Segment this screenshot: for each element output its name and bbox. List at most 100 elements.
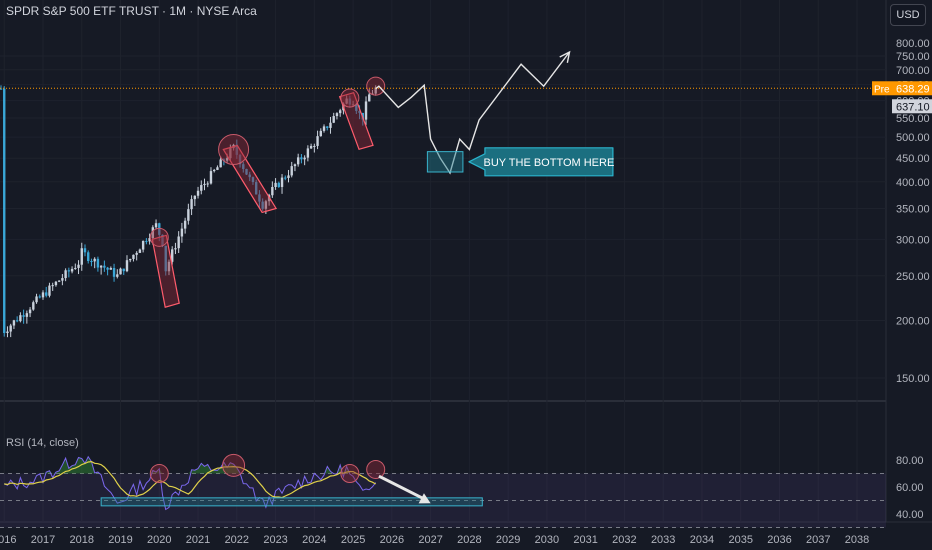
candle-body (122, 268, 125, 272)
candle-body (57, 280, 61, 282)
candle-body (35, 296, 38, 303)
time-tick-label: 2035 (728, 534, 752, 546)
currency-selector[interactable]: USD (890, 4, 926, 26)
candle-body (96, 258, 100, 268)
candle-body (22, 315, 25, 317)
rsi-support-box (100, 497, 483, 507)
candle-body (193, 195, 197, 200)
candle-body (238, 154, 242, 165)
top-marker-3 (340, 88, 360, 108)
time-tick-label: 2024 (302, 534, 326, 546)
candle-body (235, 144, 239, 155)
last-price-value: 637.10 (896, 101, 930, 113)
candle-body (158, 223, 161, 235)
symbol-title: SPDR S&P 500 ETF TRUST · 1M · NYSE Arca (6, 4, 257, 18)
candle-body (74, 267, 77, 269)
candle-body (206, 183, 209, 185)
time-tick-label: 2025 (341, 534, 365, 546)
candle-body (138, 249, 142, 253)
candle-body (132, 254, 135, 259)
candle-body (225, 158, 229, 161)
time-tick-label: 2032 (612, 534, 636, 546)
rsi-top-marker-2 (222, 453, 246, 477)
candle-body (345, 98, 348, 104)
candle-body (64, 270, 67, 279)
candle-body (3, 88, 6, 334)
rsi-tick-label: 60.00 (896, 482, 924, 494)
pre-badge-label: Pre (874, 84, 890, 95)
candle-body (19, 315, 22, 322)
candle-body (277, 182, 281, 187)
candle-body (329, 122, 332, 128)
pre-price-badge (892, 81, 932, 96)
candle-body (125, 260, 129, 272)
candle-body (248, 174, 251, 178)
candle-body (0, 88, 3, 90)
candle-body (151, 227, 155, 239)
rsi-tick-label: 40.00 (896, 509, 924, 521)
time-tick-label: 2033 (651, 534, 675, 546)
candle-body (306, 148, 310, 158)
candle-body (309, 145, 313, 149)
candle-body (229, 148, 232, 159)
correction-zone-1 (151, 234, 180, 308)
candle-body (303, 157, 306, 160)
correction-zone-2 (222, 144, 278, 214)
last-price-badge (892, 99, 932, 114)
top-marker-2 (218, 134, 250, 166)
candle-body (174, 248, 177, 250)
pre-price-value: 638.29 (896, 83, 930, 95)
time-tick-label: 2019 (108, 534, 132, 546)
candle-body (245, 168, 248, 175)
projection-path (375, 51, 571, 175)
candle-body (216, 167, 219, 170)
candle-body (25, 313, 29, 317)
candle-body (93, 258, 96, 262)
candle-body (271, 187, 274, 196)
candle-body (284, 177, 287, 179)
price-tick-label: 300.00 (896, 234, 930, 246)
candle-body (335, 113, 339, 117)
candle-body (351, 104, 355, 106)
candle-body (135, 252, 138, 255)
rsi-top-marker-4 (366, 459, 386, 479)
rsi-indicator-label[interactable]: RSI (14, close) (6, 437, 79, 449)
price-tick-label: 700.00 (896, 65, 930, 77)
candle-body (261, 201, 264, 209)
candle-body (167, 261, 171, 272)
candle-body (180, 228, 184, 237)
candles (0, 85, 377, 338)
candle-body (171, 249, 174, 262)
candle-body (296, 157, 300, 165)
time-tick-label: 2021 (186, 534, 210, 546)
time-tick-label: 2026 (380, 534, 404, 546)
candle-body (83, 248, 87, 253)
candle-body (183, 220, 187, 229)
candle-body (154, 223, 158, 228)
top-marker-1 (149, 227, 169, 247)
candle-body (300, 157, 303, 160)
rsi-projection-arrowhead (418, 493, 431, 504)
price-tick-label: 400.00 (896, 177, 930, 189)
price-tick-label: 250.00 (896, 271, 930, 283)
time-tick-label: 2017 (31, 534, 55, 546)
time-tick-label: 2023 (263, 534, 287, 546)
candle-body (112, 268, 116, 277)
rsi-overbought-fill (4, 456, 376, 474)
candle-body (12, 320, 16, 326)
time-tick-label: 2022 (225, 534, 249, 546)
buy-zone-box (426, 151, 464, 173)
candle-body (70, 268, 74, 272)
candle-body (200, 185, 203, 191)
candle-body (54, 281, 58, 286)
candle-body (313, 145, 316, 147)
candle-body (222, 159, 226, 161)
time-tick-label: 2031 (573, 534, 597, 546)
time-tick-label: 2027 (418, 534, 442, 546)
projection-arrowhead (559, 50, 571, 63)
candle-body (141, 240, 145, 250)
candle-body (38, 296, 41, 298)
price-tick-label: 450.00 (896, 153, 930, 165)
candle-body (177, 236, 180, 249)
